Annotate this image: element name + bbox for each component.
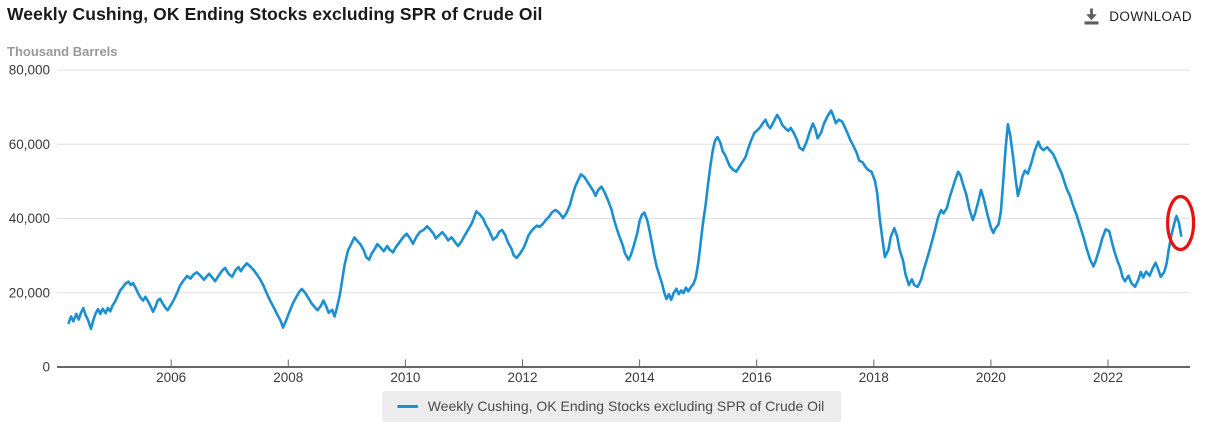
x-axis-tick-label: 2006 (156, 370, 186, 385)
page-title: Weekly Cushing, OK Ending Stocks excludi… (7, 4, 543, 24)
legend-item[interactable]: Weekly Cushing, OK Ending Stocks excludi… (381, 391, 842, 422)
axis-labels: 0 20,000 40,000 60,000 80,000 2006 2008 2010 201… (9, 63, 1123, 386)
x-axis-tick-label: 2008 (273, 370, 303, 385)
axis-ticks (170, 359, 1109, 367)
y-axis-tick-label: 40,000 (9, 211, 50, 226)
legend-label: Weekly Cushing, OK Ending Stocks excludi… (427, 398, 825, 414)
gridlines (57, 69, 1190, 368)
x-axis-tick-label: 2012 (507, 370, 537, 385)
download-icon (1084, 8, 1099, 25)
y-axis-tick-label: 20,000 (9, 285, 50, 300)
y-axis-tick-label: 0 (42, 360, 50, 375)
x-axis-tick-label: 2018 (859, 370, 889, 385)
unit-label: Thousand Barrels (7, 44, 118, 59)
x-axis-tick-label: 2022 (1093, 370, 1123, 385)
y-axis-tick-label: 60,000 (9, 137, 50, 152)
x-axis-tick-label: 2010 (390, 370, 420, 385)
annotation-circle (1165, 194, 1196, 252)
download-label: DOWNLOAD (1109, 9, 1192, 24)
x-axis-tick-label: 2014 (625, 370, 656, 385)
y-axis-tick-label: 80,000 (9, 63, 50, 78)
download-button[interactable]: DOWNLOAD (1083, 8, 1192, 25)
series-line[interactable] (67, 109, 1183, 331)
legend-swatch-line (396, 404, 418, 408)
x-axis-tick-label: 2020 (976, 370, 1006, 385)
x-axis-tick-label: 2016 (742, 370, 772, 385)
